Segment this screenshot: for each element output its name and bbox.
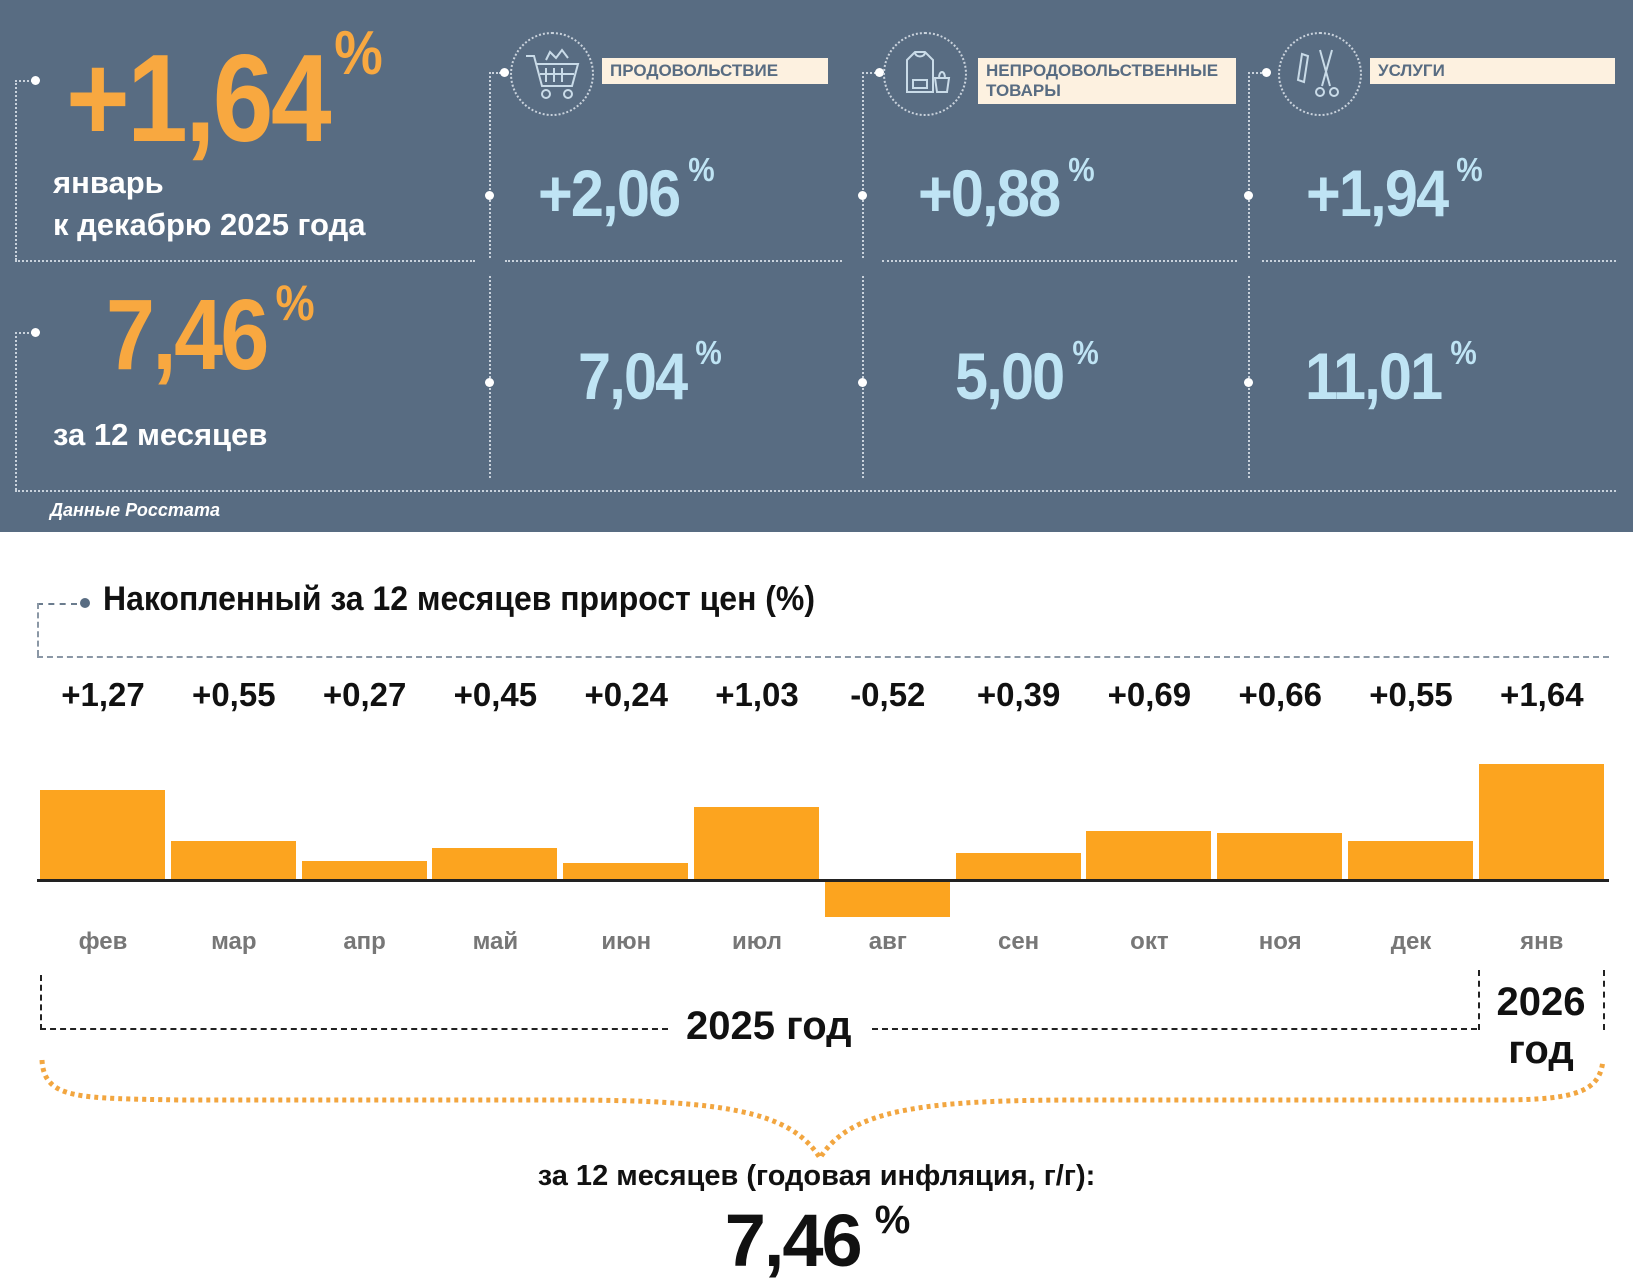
chart-title: Накопленный за 12 месяцев прирост цен (%… (103, 580, 815, 618)
category-label-food: ПРОДОВОЛЬСТВИЕ (602, 58, 828, 84)
category-label-services: УСЛУГИ (1370, 58, 1615, 84)
divider (862, 72, 876, 74)
value-label: +0,39 (976, 676, 1061, 713)
services-monthly-value: +1,94% (1306, 151, 1483, 230)
node-dot (500, 68, 509, 77)
divider (15, 80, 17, 260)
month-label: май (472, 928, 519, 955)
bar-июн (563, 863, 689, 880)
bar-фев (40, 790, 165, 880)
title-dot (80, 598, 90, 608)
shopping-cart-icon (510, 32, 594, 116)
inflation-summary-panel: +1,64% январь к декабрю 2025 года 7,46% з… (0, 0, 1633, 532)
value-label: +1,27 (61, 676, 145, 713)
bar-сен (955, 852, 1081, 880)
node-dot (31, 328, 40, 337)
comb-scissors-icon (1278, 32, 1362, 116)
food-monthly-value: +2,06% (538, 151, 715, 230)
node-dot (31, 76, 40, 85)
divider (15, 490, 1616, 492)
bar-янв (1478, 764, 1604, 880)
month-label: фев (78, 928, 128, 955)
divider (1248, 72, 1262, 74)
divider (15, 332, 33, 334)
node-dot (858, 191, 867, 200)
monthly-cpi-value: +1,64% (66, 19, 383, 168)
value-label: +0,27 (322, 676, 407, 713)
divider (37, 603, 39, 656)
divider (1262, 260, 1616, 262)
bar-авг (824, 880, 950, 917)
divider (37, 603, 77, 605)
divider (15, 332, 17, 490)
food-annual-value: 7,04% (578, 334, 722, 413)
value-label: +0,55 (192, 676, 276, 713)
divider (882, 260, 1237, 262)
value-label: +0,55 (1369, 676, 1453, 713)
divider (40, 1028, 668, 1030)
divider (1248, 276, 1250, 478)
value-label: +0,66 (1238, 676, 1322, 713)
node-dot (485, 378, 494, 387)
month-label: ноя (1258, 928, 1302, 955)
month-label: янв (1520, 928, 1564, 955)
month-label: дек (1390, 928, 1432, 955)
value-label: +0,45 (453, 676, 538, 713)
month-label: апр (343, 928, 386, 955)
value-label: +1,03 (715, 676, 799, 713)
annual-summary-label: за 12 месяцев (годовая инфляция, г/г): (537, 1160, 1096, 1192)
month-label: авг (868, 928, 907, 955)
nonfood-annual-value: 5,00% (955, 334, 1099, 413)
divider (489, 276, 491, 478)
value-label: +0,69 (1107, 676, 1192, 713)
month-label: мар (211, 928, 257, 955)
node-dot (485, 191, 494, 200)
bar-апр (301, 860, 427, 880)
bar-ноя (1217, 833, 1343, 880)
divider (37, 656, 1609, 658)
divider (40, 975, 42, 1030)
curly-brace (39, 1059, 1606, 1160)
divider (15, 260, 475, 262)
divider (1248, 72, 1250, 258)
month-label: июл (732, 928, 782, 955)
value-label: -0,52 (850, 676, 926, 713)
year-2025-label: 2025 год (686, 1004, 852, 1048)
month-label: окт (1130, 928, 1169, 955)
monthly-cpi-caption: январь к декабрю 2025 года (53, 165, 366, 242)
month-label: июн (601, 928, 652, 955)
node-dot (1262, 68, 1271, 77)
value-label: +0,24 (584, 676, 668, 713)
bar-мар (170, 841, 296, 880)
annual-cpi-caption: за 12 месяцев (53, 417, 268, 452)
category-label-nonfood: НЕПРОДОВОЛЬСТВЕННЫЕ ТОВАРЫ (978, 58, 1236, 104)
bar-июл (694, 807, 819, 880)
divider (862, 276, 864, 478)
source-note: Данные Росстата (50, 500, 220, 520)
node-dot (858, 378, 867, 387)
divider (1603, 970, 1605, 1030)
nonfood-monthly-value: +0,88% (918, 151, 1095, 230)
bar-дек (1348, 841, 1473, 880)
divider (872, 1028, 1477, 1030)
annual-summary-value: 7,46% (724, 1198, 911, 1282)
divider (862, 72, 864, 258)
annual-cpi-value: 7,46% (106, 275, 315, 391)
divider (489, 72, 491, 258)
bar-май (432, 848, 558, 880)
clothing-bag-icon (883, 32, 967, 116)
divider (1478, 970, 1480, 1030)
node-dot (1244, 378, 1253, 387)
node-dot (1244, 191, 1253, 200)
node-dot (875, 68, 884, 77)
divider (15, 80, 33, 82)
zero-axis (37, 879, 1609, 882)
bar-окт (1086, 831, 1212, 880)
month-label: сен (997, 928, 1040, 955)
divider (505, 260, 842, 262)
divider (489, 72, 501, 74)
value-label: +1,64 (1500, 676, 1584, 713)
year-2026-label: 2026 год (1496, 980, 1586, 1072)
services-annual-value: 11,01% (1305, 334, 1477, 413)
